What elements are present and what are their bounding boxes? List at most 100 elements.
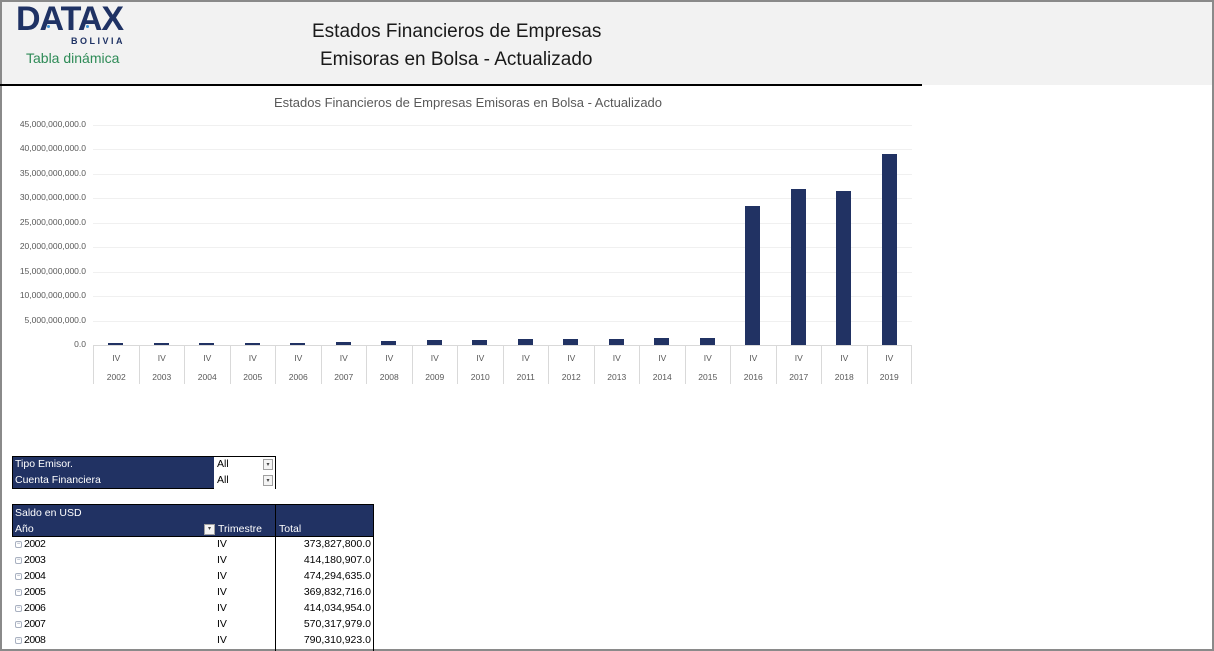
row-total: 373,827,800.0 <box>303 538 371 550</box>
filter-value: All <box>217 474 229 486</box>
bar-2008[interactable] <box>381 341 397 345</box>
y-axis-tick-label: 45,000,000,000.0 <box>19 119 86 129</box>
bar-2019[interactable] <box>881 153 897 345</box>
bar-2003[interactable] <box>153 342 169 345</box>
x-axis-category: IV 2003 <box>138 346 185 384</box>
bar-2007[interactable] <box>335 342 351 345</box>
x-axis-quarter-label: IV <box>749 353 758 363</box>
gridline <box>93 320 912 322</box>
table-row: −2005 IV 369,832,716.0 <box>12 585 374 601</box>
dropdown-arrow-icon[interactable]: ▾ <box>263 475 273 486</box>
row-total: 790,310,923.0 <box>303 634 371 646</box>
collapse-icon[interactable]: − <box>15 589 22 596</box>
x-axis-quarter-label: IV <box>567 353 576 363</box>
table-row: −2002 IV 373,827,800.0 <box>12 537 374 553</box>
year-filter-dropdown-icon[interactable]: ▾ <box>204 524 215 535</box>
x-axis-year-label: 2005 <box>243 372 263 382</box>
x-axis-category: IV 2009 <box>411 346 458 384</box>
x-axis-quarter-label: IV <box>203 353 212 363</box>
x-axis-quarter-label: IV <box>885 353 894 363</box>
row-year: 2004 <box>24 570 46 582</box>
gridline <box>93 247 912 249</box>
collapse-icon[interactable]: − <box>15 541 22 548</box>
pivot-col-year: Año <box>15 523 34 535</box>
x-axis-quarter-label: IV <box>476 353 485 363</box>
x-axis-year-label: 2004 <box>197 372 217 382</box>
row-total: 414,034,954.0 <box>303 602 371 614</box>
row-year: 2003 <box>24 554 46 566</box>
row-year: 2007 <box>24 618 46 630</box>
x-axis-year-label: 2015 <box>698 372 718 382</box>
x-axis-quarter-label: IV <box>430 353 439 363</box>
bar-2017[interactable] <box>790 189 806 345</box>
x-axis-category: IV 2012 <box>548 346 594 384</box>
table-row: −2007 IV 570,317,979.0 <box>12 617 374 633</box>
x-axis-quarter-label: IV <box>112 353 121 363</box>
gridline <box>93 125 912 126</box>
x-axis-quarter-label: IV <box>385 353 394 363</box>
x-axis-category: IV 2019 <box>866 346 912 384</box>
dropdown-arrow-icon[interactable]: ▾ <box>263 459 273 470</box>
collapse-icon[interactable]: − <box>15 621 22 628</box>
x-axis-category: IV 2016 <box>730 346 776 384</box>
gridline <box>93 296 912 298</box>
pivot-table-link[interactable]: Tabla dinámica <box>26 50 120 66</box>
y-axis-tick-label: 30,000,000,000.0 <box>19 192 86 203</box>
collapse-icon[interactable]: − <box>15 637 22 644</box>
x-axis-year-label: 2013 <box>607 372 627 382</box>
filter-label: Cuenta Financiera <box>15 474 101 486</box>
x-axis-year-label: 2011 <box>516 372 535 382</box>
x-axis-quarter-label: IV <box>248 353 257 363</box>
y-axis-tick-label: 10,000,000,000.0 <box>19 290 86 301</box>
header-divider <box>0 84 922 86</box>
filter-dropdown-cuenta-financiera[interactable]: All ▾ <box>214 473 275 489</box>
collapse-icon[interactable]: − <box>15 605 22 612</box>
x-axis-category: IV 2015 <box>684 346 731 384</box>
y-axis-tick-label: 35,000,000,000.0 <box>19 167 86 178</box>
collapse-icon[interactable]: − <box>15 557 22 564</box>
x-axis-category: IV 2007 <box>320 346 367 384</box>
x-axis-year-label: 2002 <box>106 372 126 382</box>
bar-2011[interactable] <box>517 339 533 345</box>
gridline <box>93 149 912 151</box>
bar-2013[interactable] <box>608 338 624 345</box>
x-axis-quarter-label: IV <box>840 353 849 363</box>
x-axis-category: IV 2004 <box>184 346 230 384</box>
bar-2010[interactable] <box>472 340 488 345</box>
row-quarter: IV <box>217 538 227 550</box>
bar-2018[interactable] <box>836 191 852 345</box>
x-axis-category: IV 2014 <box>639 346 685 384</box>
page-title-line2: Emisoras en Bolsa - Actualizado <box>320 49 593 70</box>
row-year: 2005 <box>24 586 46 598</box>
pivot-col-total: Total <box>279 523 302 535</box>
x-axis-year-label: 2014 <box>652 372 672 382</box>
bar-2006[interactable] <box>290 342 306 345</box>
x-axis-quarter-label: IV <box>157 353 166 363</box>
x-axis-quarter-label: IV <box>294 353 303 363</box>
bar-2002[interactable] <box>108 343 124 345</box>
filter-dropdown-tipo-emisor[interactable]: All ▾ <box>214 457 275 473</box>
x-axis-quarter-label: IV <box>703 353 712 363</box>
bar-2016[interactable] <box>745 206 761 345</box>
filter-value: All <box>217 458 229 470</box>
x-axis-year-label: 2006 <box>288 372 308 382</box>
bar-2004[interactable] <box>199 342 215 345</box>
x-axis-year-label: 2010 <box>470 372 490 382</box>
bar-2015[interactable] <box>699 338 715 345</box>
bar-2012[interactable] <box>563 338 579 345</box>
pivot-column-divider <box>275 504 276 651</box>
row-quarter: IV <box>217 618 227 630</box>
x-axis-year-label: 2009 <box>425 372 445 382</box>
collapse-icon[interactable]: − <box>15 573 22 580</box>
bar-2014[interactable] <box>654 338 670 345</box>
filter-label: Tipo Emisor. <box>15 458 73 470</box>
y-axis-tick-label: 40,000,000,000.0 <box>19 143 86 154</box>
x-axis-category: IV 2013 <box>593 346 640 384</box>
pivot-table: Saldo en USD Año ▾ Trimestre Total −2002… <box>12 504 374 651</box>
bar-2009[interactable] <box>426 340 442 345</box>
table-row: −2004 IV 474,294,635.0 <box>12 569 374 585</box>
bar-2005[interactable] <box>244 343 260 345</box>
y-axis-tick-label: 0.0 <box>74 339 86 349</box>
gridline <box>93 198 912 200</box>
